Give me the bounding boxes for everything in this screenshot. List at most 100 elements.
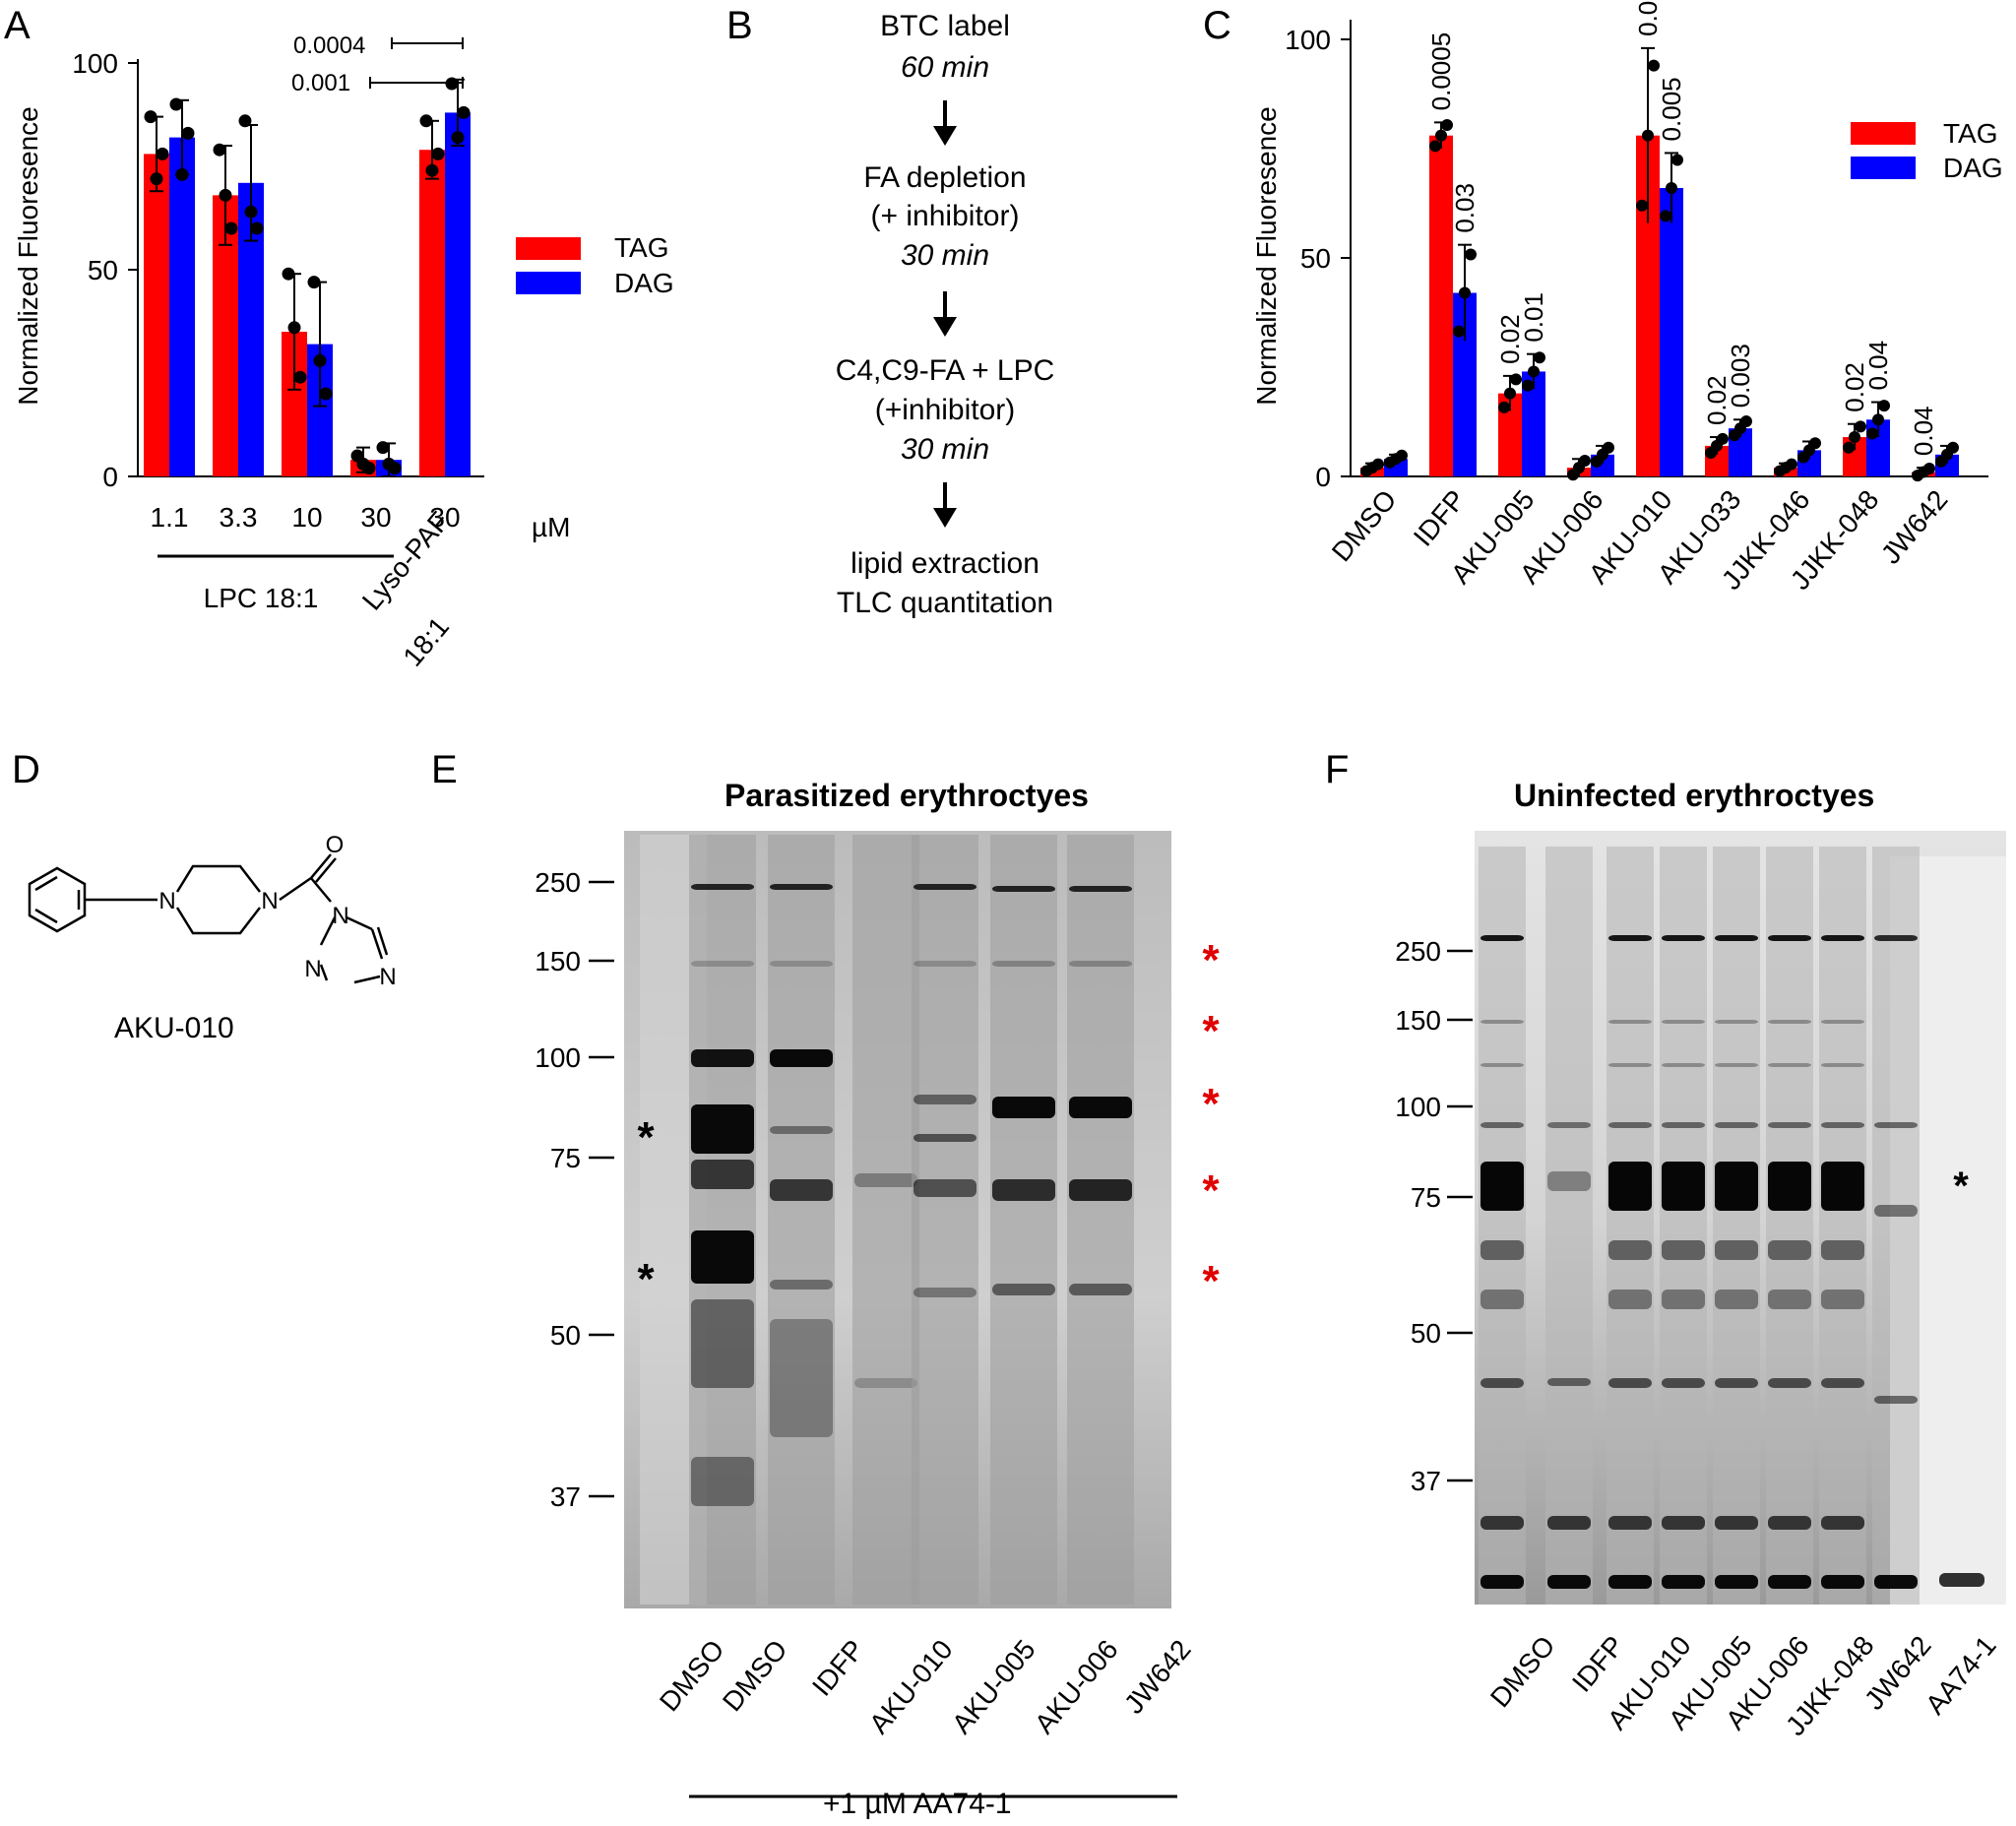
panel-a-unit: µM [532,512,570,542]
panel-c-data-point [1603,441,1614,454]
panel-f-lane-band [1821,1162,1864,1211]
panel-f-lane-band [1608,1240,1652,1260]
panel-c-legend-tag: TAG [1943,118,1997,149]
panel-f-lane-band [1939,1573,1984,1587]
panel-c-pvalue-tag: 0.0005 [1426,32,1456,111]
panel-e-lane-band [691,961,754,967]
panel-e-red-asterisk: * [1202,1007,1220,1055]
step-4-subtitle: TLC quantitation [836,587,1054,619]
panel-a-data-point [244,205,258,219]
panel-f-marker-label: 150 [1395,1005,1441,1036]
panel-e-lane-band [770,1179,833,1201]
panel-e-lane-band [914,1288,976,1297]
panel-e-marker-label: 75 [550,1143,581,1173]
panel-c-data-point [1396,449,1408,462]
panel-a-pvalue-1: 0.0004 [293,32,365,59]
step-2-time: 30 min [900,239,990,272]
panel-c-data-point [1453,325,1465,338]
panel-f-lane-band [1662,1162,1705,1211]
panel-f-lane-bg [1660,847,1707,1605]
panel-f-lane-band [1874,1575,1918,1589]
panel-f-lane-band [1715,1516,1758,1530]
panel-letter-a: A [4,4,31,47]
panel-f-lane-band [1715,1240,1758,1260]
panel-f-lane-band [1768,1122,1811,1128]
panel-e-lane-band [1069,1284,1132,1295]
panel-a-data-point [219,188,232,202]
panel-f-lane-band [1715,1122,1758,1128]
panel-e-lane-band [992,1097,1055,1118]
panel-c-data-point [1717,432,1729,445]
panel-a-data-point [150,172,163,186]
panel-c-data-point [1786,458,1797,471]
panel-c-data-point [1660,210,1671,222]
panel-f-lane-band [1715,1290,1758,1309]
panel-e-lane-band [1069,886,1132,892]
panel-c-data-point [1498,401,1510,413]
panel-a-data-point [451,131,465,145]
panel-f-lane-band [1768,1020,1811,1024]
panel-f-lane-band [1608,1378,1652,1388]
panel-e-asterisk-marks: * * * * * * * [637,936,1220,1305]
panel-c-data-point [1878,400,1890,412]
panel-c-data-point [1510,373,1522,386]
panel-f-lane-band [1480,1575,1524,1589]
atom-n-triazole-1: N [332,903,348,929]
panel-f-lane-band [1662,1516,1705,1530]
panel-f-lane-band [1662,1240,1705,1260]
panel-a-data-point [250,221,264,235]
panel-f-lane-band [1608,1020,1652,1024]
panel-f-marker-label: 37 [1411,1466,1441,1496]
panel-f-lane-band [1715,1063,1758,1067]
panel-f-marker-label: 250 [1395,936,1441,967]
panel-f-lane-band [1821,1063,1864,1067]
panel-c-data-point [1740,415,1752,428]
panel-c-data-point [1866,427,1878,440]
panel-a-x-tick-label: 30 [360,502,391,533]
panel-a-data-point [169,97,183,111]
panel-f-lane-band [1480,1063,1524,1067]
panel-f-lane-bg [1479,847,1526,1605]
panel-a-chart: Normalized Fluoresence 0 50 100 1.1 3.3 10 30 3… [13,32,674,672]
panel-f-lane-band [1715,935,1758,941]
panel-f-lane-band [1662,1378,1705,1388]
step-2-subtitle: (+ inhibitor) [870,200,1020,232]
panel-c-data-point [1435,129,1447,142]
step-2-title: FA depletion [863,161,1027,194]
panel-e-lanes [640,835,1134,1605]
panel-f-lane-band [1547,1378,1591,1386]
panel-c-legend-dag: DAG [1943,153,2003,183]
panel-f-marker-label: 100 [1395,1092,1441,1122]
panel-f-lane-band [1547,1575,1591,1589]
panel-e-title: Parasitized erythroctyes [724,778,1089,813]
panel-letter-c: C [1203,4,1231,47]
panel-f-lane-band [1768,1378,1811,1388]
panel-e-lane-band [691,1299,754,1388]
panel-f-lane-band [1662,1122,1705,1128]
panel-a-legend-swatch-dag [516,272,581,294]
panel-c-pvalue-tag: 0.04 [1909,407,1938,457]
panel-e-marker-label: 37 [550,1481,581,1512]
panel-c-data-point [1372,458,1384,471]
panel-f-lane-band [1608,1516,1652,1530]
panel-c-pvalue-tag: 0.02 [1702,375,1732,425]
panel-c-data-point [1843,441,1855,454]
panel-c-data-point [1648,59,1660,72]
panel-e-red-asterisk: * [1202,1257,1220,1305]
panel-f-lane-bg [1713,847,1760,1605]
panel-e-lane-band [914,1095,976,1104]
panel-f-lane-band [1821,1122,1864,1128]
panel-f-lane-band [1480,1240,1524,1260]
panel-f-lane-band [1715,1575,1758,1589]
panel-f-marker-label: 50 [1411,1318,1441,1349]
panel-e-markers: 250 150 100 75 50 37 [535,867,614,1512]
panel-a-x-tick-label: 3.3 [220,502,258,533]
panel-c-data-point [1872,413,1884,426]
panel-f-lane-band [1662,1020,1705,1024]
panel-f-lane-band [1715,1378,1758,1388]
panel-letter-d: D [12,748,40,791]
panel-f-lane-band [1821,1378,1864,1388]
step-4-title: lipid extraction [850,547,1040,580]
panel-e-marker-label: 250 [535,867,581,898]
